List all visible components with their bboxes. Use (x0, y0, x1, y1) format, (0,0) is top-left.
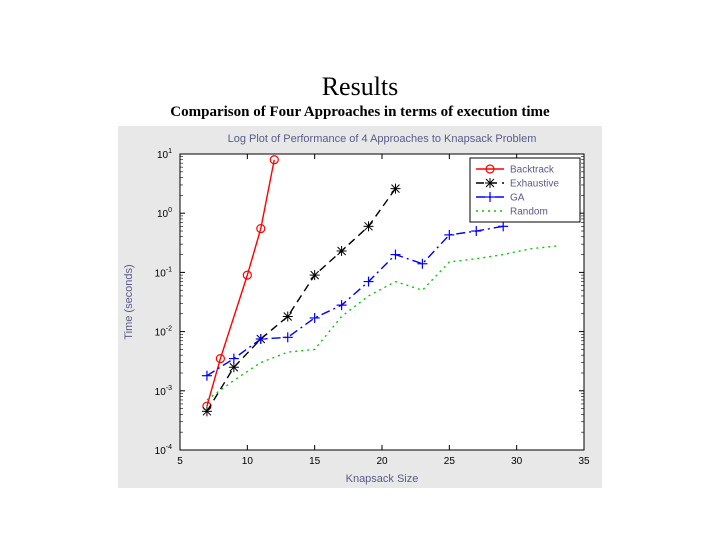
svg-text:15: 15 (309, 456, 321, 467)
svg-text:5: 5 (177, 456, 183, 467)
page-title: Results (0, 72, 720, 102)
svg-text:Knapsack Size: Knapsack Size (346, 473, 419, 485)
performance-chart: Log Plot of Performance of 4 Approaches … (118, 126, 602, 488)
svg-text:Log Plot of Performance of 4 A: Log Plot of Performance of 4 Approaches … (228, 133, 537, 145)
svg-text:10: 10 (242, 456, 254, 467)
svg-text:Exhaustive: Exhaustive (510, 179, 559, 190)
svg-text:35: 35 (578, 456, 590, 467)
svg-text:25: 25 (444, 456, 456, 467)
svg-text:Time (seconds): Time (seconds) (123, 264, 135, 339)
svg-text:Backtrack: Backtrack (510, 165, 555, 176)
svg-text:GA: GA (510, 193, 525, 204)
svg-text:Random: Random (510, 207, 548, 218)
svg-text:30: 30 (511, 456, 523, 467)
svg-text:20: 20 (376, 456, 388, 467)
page-subtitle: Comparison of Four Approaches in terms o… (0, 104, 720, 121)
